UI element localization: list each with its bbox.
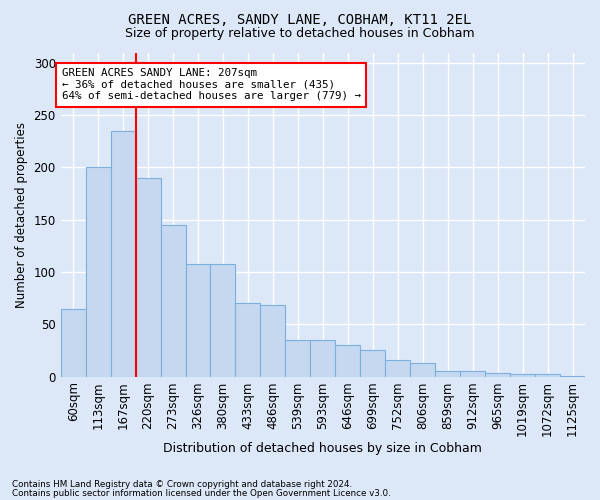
Bar	[136, 178, 161, 376]
Bar	[110, 131, 136, 376]
Bar	[211, 264, 235, 376]
Text: Size of property relative to detached houses in Cobham: Size of property relative to detached ho…	[125, 28, 475, 40]
Bar	[260, 306, 286, 376]
Bar	[510, 374, 535, 376]
Text: GREEN ACRES, SANDY LANE, COBHAM, KT11 2EL: GREEN ACRES, SANDY LANE, COBHAM, KT11 2E…	[128, 12, 472, 26]
X-axis label: Distribution of detached houses by size in Cobham: Distribution of detached houses by size …	[163, 442, 482, 455]
Bar	[310, 340, 335, 376]
Bar	[335, 345, 360, 376]
Text: GREEN ACRES SANDY LANE: 207sqm
← 36% of detached houses are smaller (435)
64% of: GREEN ACRES SANDY LANE: 207sqm ← 36% of …	[62, 68, 361, 102]
Text: Contains HM Land Registry data © Crown copyright and database right 2024.: Contains HM Land Registry data © Crown c…	[12, 480, 352, 489]
Bar	[485, 374, 510, 376]
Bar	[460, 372, 485, 376]
Bar	[535, 374, 560, 376]
Bar	[61, 308, 86, 376]
Bar	[235, 304, 260, 376]
Bar	[435, 372, 460, 376]
Bar	[410, 363, 435, 376]
Bar	[385, 360, 410, 376]
Bar	[360, 350, 385, 376]
Bar	[161, 225, 185, 376]
Text: Contains public sector information licensed under the Open Government Licence v3: Contains public sector information licen…	[12, 489, 391, 498]
Y-axis label: Number of detached properties: Number of detached properties	[15, 122, 28, 308]
Bar	[86, 168, 110, 376]
Bar	[286, 340, 310, 376]
Bar	[185, 264, 211, 376]
